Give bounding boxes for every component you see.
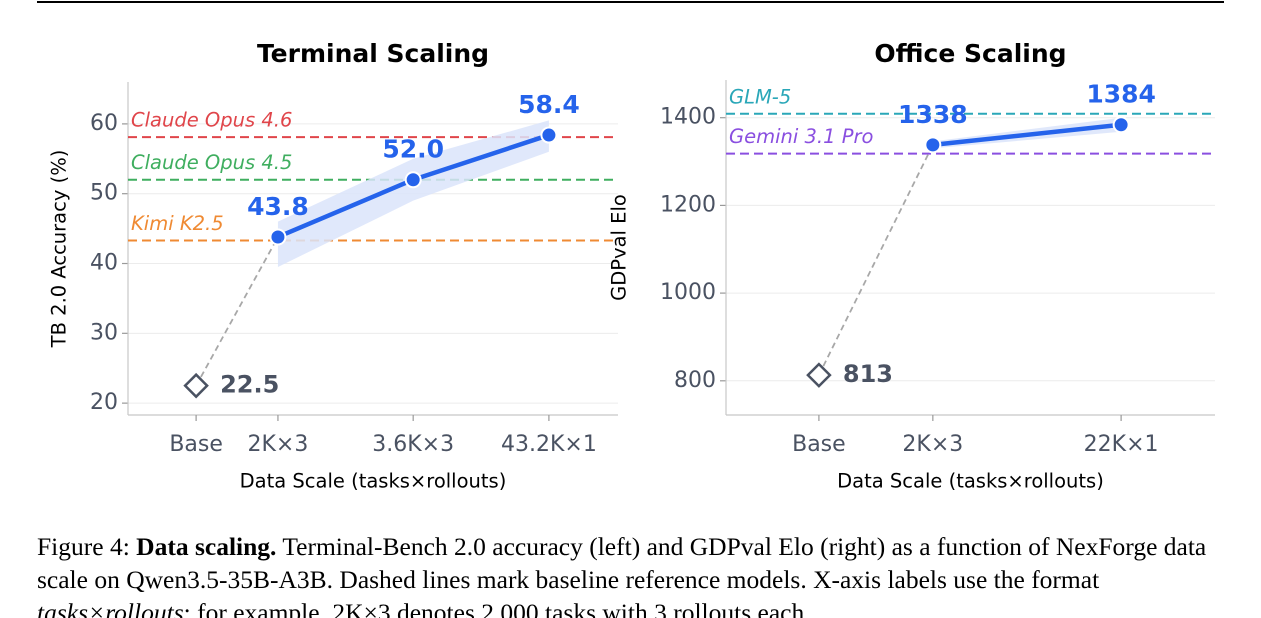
y-tick-label: 60 xyxy=(90,111,118,136)
scaling-line xyxy=(932,122,1122,148)
y-tick-label: 800 xyxy=(674,368,716,393)
point xyxy=(269,228,287,246)
value-label: 1338 xyxy=(898,100,968,129)
y-tick-label: 1000 xyxy=(660,280,716,305)
x-tick-label: Base xyxy=(169,432,223,457)
x-tick-label: 2K×3 xyxy=(902,432,963,457)
base-marker xyxy=(806,362,832,388)
point xyxy=(1112,116,1130,134)
point xyxy=(404,171,422,189)
caption: Figure 4: Data scaling. Terminal-Bench 2… xyxy=(37,530,1237,618)
figure: Terminal Scaling 20 30 40 50 60 Base 2K×3 3.6K×3… xyxy=(37,1,1224,493)
y-axis-label: TB 2.0 Accuracy (%) xyxy=(48,150,71,349)
caption-italic: tasks×rollouts xyxy=(37,598,184,618)
x-tick-label: 2K×3 xyxy=(248,432,309,457)
value-label: 1384 xyxy=(1086,80,1156,109)
caption-text: Terminal-Bench 2.0 accuracy (left) and G… xyxy=(37,532,1207,594)
y-tick-label: 50 xyxy=(90,181,118,206)
base-connector xyxy=(818,144,934,376)
x-tick-label: 43.2K×1 xyxy=(501,432,597,457)
y-tick-label: 1200 xyxy=(660,192,716,217)
caption-label: Figure 4: xyxy=(37,532,130,561)
value-label: 43.8 xyxy=(247,192,309,221)
x-axis-label: Data Scale (tasks×rollouts) xyxy=(837,470,1104,493)
y-axis-label: GDPval Elo xyxy=(608,194,631,301)
value-label: 813 xyxy=(843,360,893,388)
point xyxy=(924,136,942,154)
reference-label: Claude Opus 4.6 xyxy=(131,109,292,132)
x-tick-label: 3.6K×3 xyxy=(372,432,454,457)
x-tick-label: 22K×1 xyxy=(1084,432,1159,457)
reference-label: Kimi K2.5 xyxy=(131,212,224,235)
y-tick-label: 1400 xyxy=(660,105,716,130)
base-marker xyxy=(183,372,209,399)
point xyxy=(540,126,558,144)
value-label: 58.4 xyxy=(518,90,580,119)
chart-title: Office Scaling xyxy=(874,39,1066,68)
y-tick-label: 30 xyxy=(90,320,118,345)
reference-label: Claude Opus 4.5 xyxy=(131,151,292,174)
y-tick-label: 20 xyxy=(90,390,118,415)
caption-bold: Data scaling. xyxy=(136,532,277,561)
value-label: 22.5 xyxy=(220,371,279,399)
x-axis-label: Data Scale (tasks×rollouts) xyxy=(240,470,507,493)
x-tick-label: Base xyxy=(792,432,846,457)
base-connector xyxy=(195,236,279,387)
caption-text: ; for example, 2K×3 denotes 2,000 tasks … xyxy=(183,598,811,618)
value-label: 52.0 xyxy=(382,135,444,164)
reference-label: Gemini 3.1 Pro xyxy=(729,125,873,148)
reference-label: GLM-5 xyxy=(729,85,791,108)
chart-title: Terminal Scaling xyxy=(257,39,489,68)
y-tick-label: 40 xyxy=(90,251,118,276)
